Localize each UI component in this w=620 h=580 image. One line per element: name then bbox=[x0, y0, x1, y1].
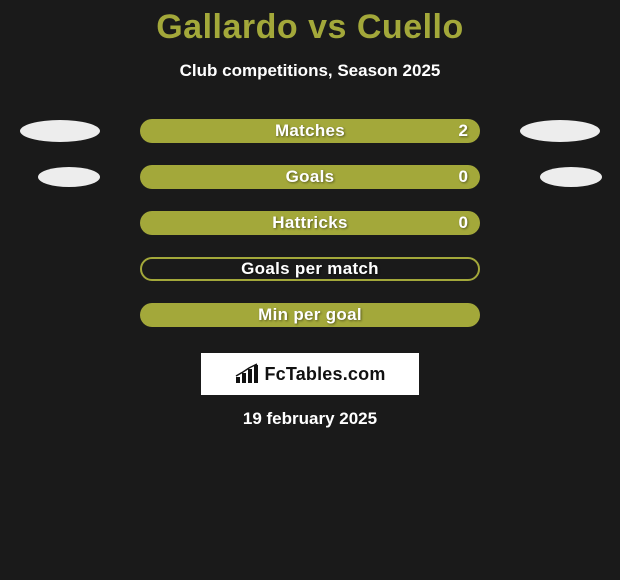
chart-icon bbox=[234, 363, 260, 385]
stat-value: 0 bbox=[459, 167, 468, 187]
stat-pill: Min per goal bbox=[140, 303, 480, 327]
stat-value: 2 bbox=[459, 121, 468, 141]
stat-row: Goals per match bbox=[0, 255, 620, 301]
date-text: 19 february 2025 bbox=[0, 409, 620, 429]
logo-text: FcTables.com bbox=[264, 364, 385, 385]
right-marker bbox=[520, 120, 600, 142]
left-marker bbox=[20, 120, 100, 142]
subtitle: Club competitions, Season 2025 bbox=[0, 61, 620, 81]
page-title: Gallardo vs Cuello bbox=[0, 8, 620, 47]
stat-label: Min per goal bbox=[258, 305, 362, 325]
logo-box: FcTables.com bbox=[201, 353, 419, 395]
stat-label: Matches bbox=[275, 121, 345, 141]
stat-row: Min per goal bbox=[0, 301, 620, 347]
stat-pill: Goals per match bbox=[140, 257, 480, 281]
stat-value: 0 bbox=[459, 213, 468, 233]
stat-label: Hattricks bbox=[272, 213, 347, 233]
stat-label: Goals bbox=[286, 167, 335, 187]
right-marker bbox=[540, 167, 602, 187]
stat-row: Hattricks 0 bbox=[0, 209, 620, 255]
stat-rows: Matches 2 Goals 0 Hattricks 0 Goals per … bbox=[0, 117, 620, 347]
stat-pill: Goals 0 bbox=[140, 165, 480, 189]
stat-label: Goals per match bbox=[241, 259, 379, 279]
stat-pill: Matches 2 bbox=[140, 119, 480, 143]
stat-pill: Hattricks 0 bbox=[140, 211, 480, 235]
left-marker bbox=[38, 167, 100, 187]
stat-row: Matches 2 bbox=[0, 117, 620, 163]
stat-row: Goals 0 bbox=[0, 163, 620, 209]
stats-card: Gallardo vs Cuello Club competitions, Se… bbox=[0, 0, 620, 429]
